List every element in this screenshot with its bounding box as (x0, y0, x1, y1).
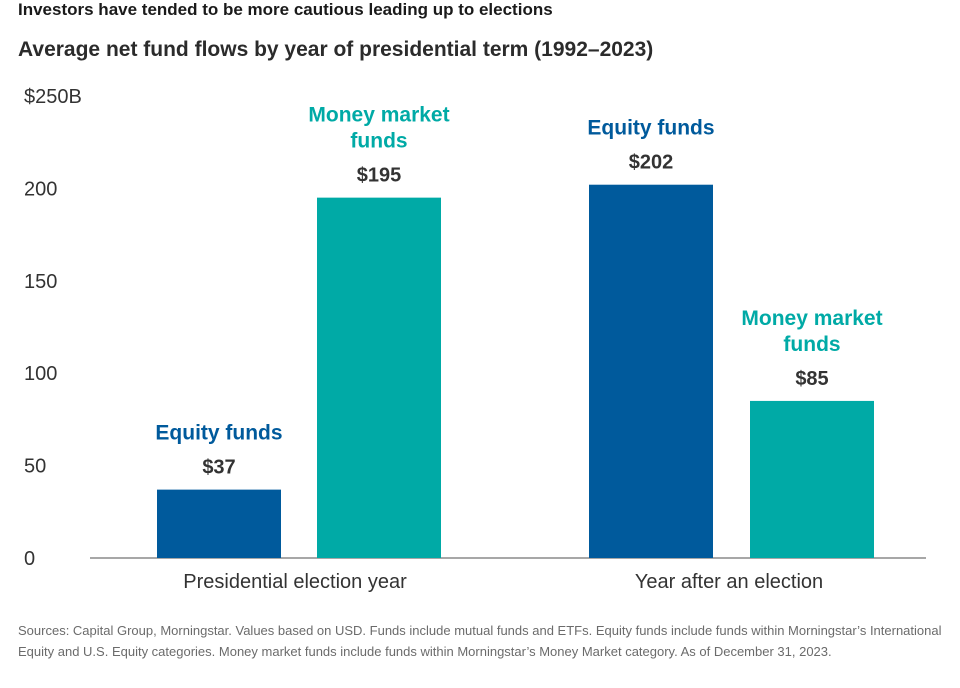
chart-title: Average net fund flows by year of presid… (18, 38, 654, 61)
bar-value-label: $202 (629, 152, 674, 174)
bar (157, 489, 281, 558)
bar-chart: 0 50 100 150 200 $250B $37 Equity funds $195 Mon… (24, 86, 926, 593)
y-tick-label: 200 (24, 178, 57, 200)
source-note: Sources: Capital Group, Morningstar. Val… (18, 623, 942, 659)
bar-value-label: $37 (202, 457, 235, 479)
headline: Investors have tended to be more cautiou… (18, 0, 553, 19)
y-tick-label: 0 (24, 548, 35, 570)
y-tick-label: 100 (24, 363, 57, 385)
bar-series-label: Equity funds (155, 422, 282, 445)
y-tick-label: 150 (24, 271, 57, 293)
x-category-label: Presidential election year (183, 571, 407, 593)
bar-series-label: Money market funds (741, 307, 882, 356)
bar-value-label: $85 (795, 368, 828, 390)
bar (589, 184, 713, 559)
bar-series-label: Money market funds (308, 104, 449, 153)
bar (750, 400, 874, 558)
bar (317, 197, 441, 558)
x-category-label: Year after an election (635, 571, 823, 593)
y-tick-label: $250B (24, 86, 82, 108)
bar-series-label: Equity funds (587, 117, 714, 140)
bar-value-label: $195 (357, 165, 402, 187)
y-tick-label: 50 (24, 456, 46, 478)
